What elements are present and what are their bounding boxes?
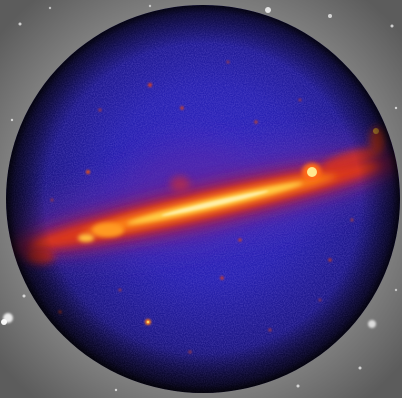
scene [0, 0, 402, 398]
sky-sphere [6, 5, 400, 393]
gamma-ray-sky-image [0, 0, 402, 398]
